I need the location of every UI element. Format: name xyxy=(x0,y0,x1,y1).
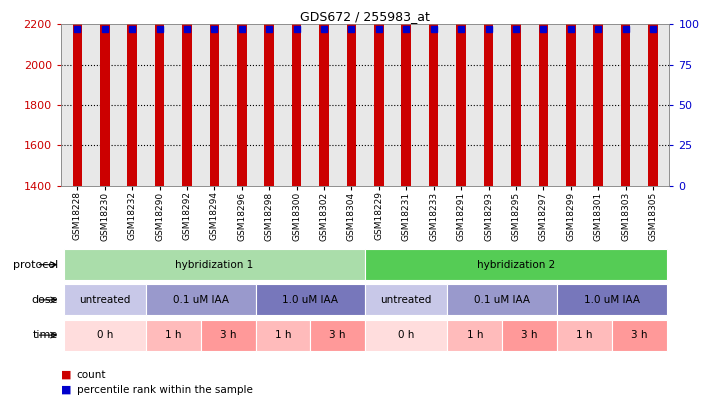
Bar xyxy=(374,0,384,186)
Bar xyxy=(594,0,603,186)
Bar xyxy=(237,0,246,186)
Text: 3 h: 3 h xyxy=(329,330,346,340)
Text: hybridization 1: hybridization 1 xyxy=(175,260,253,270)
Text: 0.1 uM IAA: 0.1 uM IAA xyxy=(474,295,531,305)
Bar xyxy=(64,249,365,280)
Bar xyxy=(182,0,192,186)
Bar xyxy=(310,320,365,351)
Bar xyxy=(511,0,521,186)
Text: time: time xyxy=(32,330,58,340)
Bar xyxy=(64,320,146,351)
Bar xyxy=(200,320,256,351)
Text: 1 h: 1 h xyxy=(576,330,593,340)
Text: 0 h: 0 h xyxy=(97,330,113,340)
Text: hybridization 2: hybridization 2 xyxy=(477,260,555,270)
Text: untreated: untreated xyxy=(79,295,130,305)
Bar xyxy=(146,320,200,351)
Text: count: count xyxy=(77,370,106,379)
Bar xyxy=(621,0,630,186)
Bar xyxy=(448,284,557,315)
Bar xyxy=(256,320,310,351)
Bar xyxy=(538,0,548,186)
Bar xyxy=(502,320,557,351)
Text: 1 h: 1 h xyxy=(165,330,182,340)
Bar xyxy=(264,0,274,186)
Bar xyxy=(127,0,137,186)
Text: 0.1 uM IAA: 0.1 uM IAA xyxy=(173,295,228,305)
Text: protocol: protocol xyxy=(13,260,58,270)
Bar xyxy=(155,0,165,186)
Bar xyxy=(146,284,256,315)
Bar xyxy=(648,0,658,186)
Bar xyxy=(292,0,301,186)
Text: percentile rank within the sample: percentile rank within the sample xyxy=(77,385,253,395)
Text: ■: ■ xyxy=(61,370,72,379)
Text: dose: dose xyxy=(32,295,58,305)
Text: 3 h: 3 h xyxy=(220,330,236,340)
Bar xyxy=(365,284,448,315)
Bar xyxy=(557,320,612,351)
Bar xyxy=(256,284,365,315)
Text: 1.0 uM IAA: 1.0 uM IAA xyxy=(282,295,339,305)
Bar xyxy=(365,249,667,280)
Bar xyxy=(456,0,466,186)
Text: 1 h: 1 h xyxy=(275,330,291,340)
Text: 0 h: 0 h xyxy=(398,330,415,340)
Bar xyxy=(566,0,576,186)
Bar xyxy=(64,284,146,315)
Bar xyxy=(347,0,357,186)
Text: ■: ■ xyxy=(61,385,72,395)
Bar xyxy=(448,320,502,351)
Bar xyxy=(612,320,667,351)
Text: 1 h: 1 h xyxy=(467,330,483,340)
Bar xyxy=(210,0,219,186)
Bar xyxy=(484,0,493,186)
Text: 3 h: 3 h xyxy=(631,330,647,340)
Text: 3 h: 3 h xyxy=(521,330,538,340)
Bar xyxy=(402,0,411,186)
Text: 1.0 uM IAA: 1.0 uM IAA xyxy=(584,295,640,305)
Bar xyxy=(429,0,438,186)
Title: GDS672 / 255983_at: GDS672 / 255983_at xyxy=(300,10,430,23)
Bar xyxy=(100,0,110,186)
Text: untreated: untreated xyxy=(381,295,432,305)
Bar xyxy=(319,0,329,186)
Bar xyxy=(557,284,667,315)
Bar xyxy=(72,0,82,186)
Bar xyxy=(365,320,448,351)
